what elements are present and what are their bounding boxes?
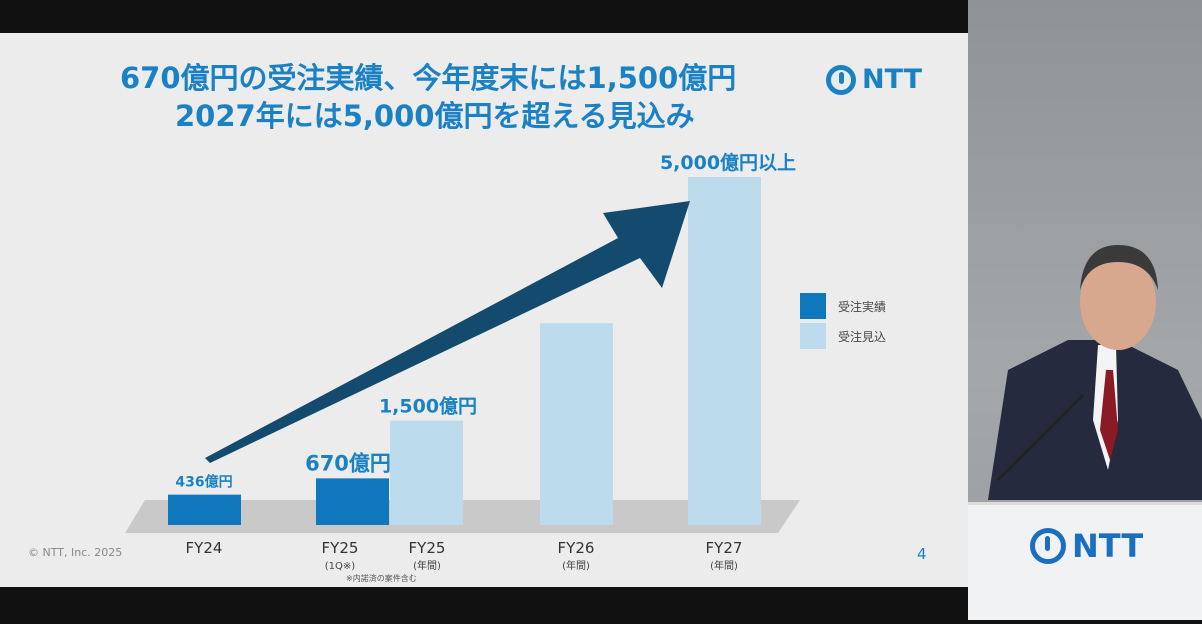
ntt-logo: NTT <box>826 64 922 95</box>
legend-label: 受注見込 <box>838 329 887 344</box>
logo-text: NTT <box>862 64 923 95</box>
legend: 受注実績 受注見込 <box>800 293 886 353</box>
ntt-ring-icon <box>1030 528 1066 564</box>
bar-fy27-4 <box>688 177 761 525</box>
data-label: 1,500億円 <box>379 395 477 418</box>
bar-fy24-0 <box>168 494 241 525</box>
legend-swatch <box>800 323 826 349</box>
speaker-figure <box>988 245 1202 500</box>
podium <box>968 502 1202 620</box>
x-tick-sublabel: (年間) <box>710 559 738 572</box>
x-tick-label: FY27 <box>706 539 743 557</box>
data-label: 670億円 <box>305 451 391 475</box>
x-tick-sublabel: (1Q※) <box>325 561 356 572</box>
x-tick-label: FY24 <box>186 539 223 557</box>
data-label: 5,000億円以上 <box>660 151 796 174</box>
bar-fy25-2 <box>390 420 463 525</box>
podium-logo-text: NTT <box>1072 527 1144 565</box>
legend-item-forecast: 受注見込 <box>800 323 886 349</box>
legend-label: 受注実績 <box>838 299 887 314</box>
slide: 670億円の受注実績、今年度末には1,500億円 2027年には5,000億円を… <box>0 33 968 587</box>
podium-ntt-logo: NTT <box>1030 527 1143 565</box>
ntt-ring-icon <box>826 64 856 95</box>
copyright: © NTT, Inc. 2025 <box>28 546 123 559</box>
bar-chart: FY24 436億円 FY25 (1Q※) 670億円 FY25 (年間) 1,500億円 FY… <box>125 151 800 572</box>
x-tick-sublabel: (年間) <box>562 559 590 572</box>
x-tick-label: FY25 <box>409 539 446 557</box>
x-tick-sublabel: (年間) <box>413 559 441 572</box>
data-label: 436億円 <box>175 474 232 491</box>
x-tick-label: FY25 <box>322 539 359 557</box>
legend-swatch <box>800 293 826 319</box>
footnote: ※内諾済の案件含む <box>346 574 417 583</box>
legend-item-actual: 受注実績 <box>800 293 886 319</box>
slide-title-line1: 670億円の受注実績、今年度末には1,500億円 <box>120 61 737 95</box>
x-tick-label: FY26 <box>558 539 595 557</box>
bar-fy26-3 <box>540 323 613 525</box>
slide-title-line2: 2027年には5,000億円を超える見込み <box>175 99 695 133</box>
page-number: 4 <box>917 545 927 563</box>
bar-fy25-1 <box>316 478 389 525</box>
trend-arrow <box>205 201 690 463</box>
